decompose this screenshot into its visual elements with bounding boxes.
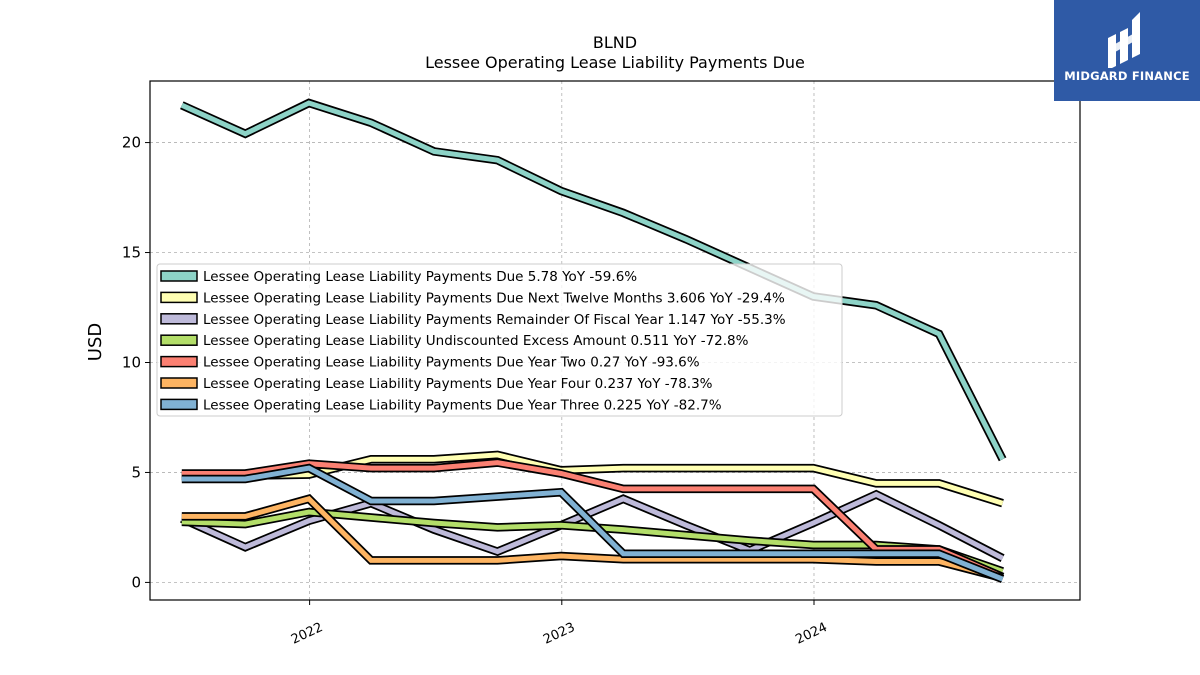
legend-swatch-7 xyxy=(160,398,198,411)
series-line-5 xyxy=(181,460,1004,580)
x-tick-label: 2023 xyxy=(541,620,577,648)
legend-swatch-3 xyxy=(160,313,198,325)
midgard-finance-logo: MIDGARD FINANCE xyxy=(1054,0,1200,101)
legend-swatch-6 xyxy=(160,377,198,389)
y-axis-label: USD xyxy=(85,323,106,361)
legend-swatch-5 xyxy=(160,355,198,368)
y-tick-label: 5 xyxy=(131,463,141,481)
chart-title: BLND xyxy=(593,33,637,52)
series-line-3 xyxy=(180,491,1004,561)
legend-entry-2: Lessee Operating Lease Liability Payment… xyxy=(203,290,785,306)
series-line-6 xyxy=(181,496,1004,581)
y-tick-label: 20 xyxy=(122,134,141,152)
legend-entry-3: Lessee Operating Lease Liability Payment… xyxy=(203,312,786,328)
series-line-7 xyxy=(181,465,1004,582)
legend-entry-6: Lessee Operating Lease Liability Payment… xyxy=(203,376,713,392)
legend-box xyxy=(156,263,843,417)
legend-swatch-2 xyxy=(160,291,198,304)
legend-entry-1: Lessee Operating Lease Liability Payment… xyxy=(203,269,637,285)
chart-subtitle: Lessee Operating Lease Liability Payment… xyxy=(425,53,805,72)
y-tick-label: 15 xyxy=(122,244,141,262)
series-line-1 xyxy=(180,100,1005,461)
y-tick-label: 0 xyxy=(131,573,141,591)
series-lines xyxy=(180,98,1007,584)
legend-entry-7: Lessee Operating Lease Liability Payment… xyxy=(203,397,722,413)
legend-swatch-1 xyxy=(160,270,198,282)
legend-entry-5: Lessee Operating Lease Liability Payment… xyxy=(203,355,700,371)
y-tick-label: 10 xyxy=(122,353,141,371)
logo-mark-icon xyxy=(1108,12,1140,68)
legend: Lessee Operating Lease Liability Payment… xyxy=(156,263,843,417)
plot-frame xyxy=(149,80,1081,601)
logo-text: MIDGARD FINANCE xyxy=(1064,69,1190,83)
x-tick-label: 2024 xyxy=(793,620,829,648)
legend-swatch-4 xyxy=(160,334,198,346)
x-tick-label: 2022 xyxy=(289,620,325,648)
legend-entry-4: Lessee Operating Lease Liability Undisco… xyxy=(203,333,749,349)
